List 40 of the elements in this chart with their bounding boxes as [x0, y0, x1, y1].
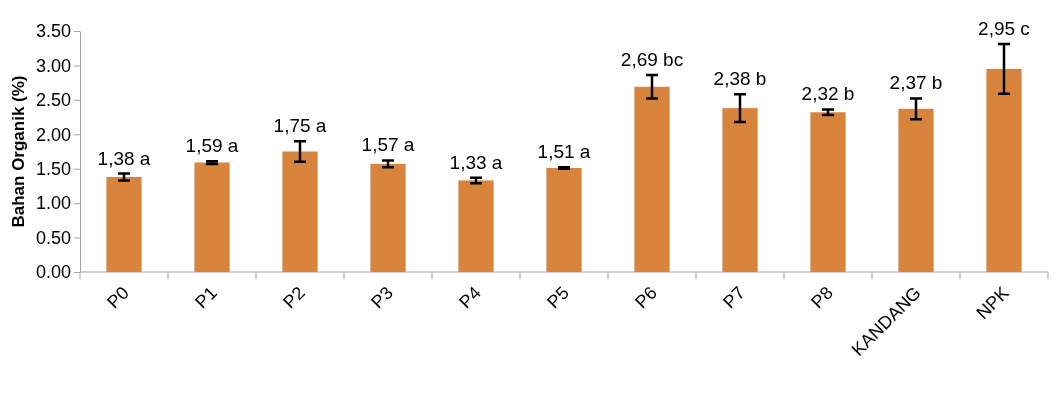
data-label: 2,95 c [978, 18, 1030, 40]
bar [722, 108, 758, 272]
data-label: 2,38 b [713, 68, 767, 90]
data-label: 2,69 bc [620, 49, 684, 71]
y-tick-label: 2.00 [35, 124, 71, 145]
x-tick-label: P8 [807, 282, 837, 313]
x-tick-label: P4 [455, 282, 485, 313]
x-tick-label: P2 [279, 282, 309, 313]
data-label: 1,75 a [273, 115, 327, 137]
bar [634, 86, 670, 272]
data-label: 1,33 a [449, 151, 503, 173]
y-tick-label: 2.50 [35, 90, 71, 111]
x-tick-label: P0 [103, 282, 133, 313]
y-axis-title: Bahan Organik (%) [9, 75, 28, 228]
y-tick-label: 0.00 [35, 262, 71, 283]
bar [370, 163, 406, 272]
y-tick-label: 3.00 [35, 55, 71, 76]
bar [546, 168, 582, 272]
bar [810, 112, 846, 272]
x-tick-label: P5 [543, 282, 573, 313]
data-label: 1,57 a [361, 134, 415, 156]
bar [282, 151, 318, 272]
x-tick-label: P7 [719, 282, 749, 313]
bar [106, 176, 142, 272]
data-label: 2,37 b [889, 72, 943, 94]
x-tick-label: P1 [191, 282, 221, 313]
y-tick-label: 1.50 [35, 158, 71, 179]
bar [986, 68, 1022, 272]
bar [458, 180, 494, 272]
bar [898, 108, 934, 272]
y-tick-label: 0.50 [35, 227, 71, 248]
data-label: 1,51 a [537, 141, 591, 163]
x-tick-label: P6 [631, 282, 661, 313]
data-label: 1,59 a [185, 135, 239, 157]
y-tick-label: 1.00 [35, 193, 71, 214]
data-label: 1,38 a [97, 147, 151, 169]
y-tick-label: 3.50 [35, 21, 71, 42]
data-label: 2,32 b [801, 83, 855, 105]
bar [194, 162, 230, 272]
x-tick-label: P3 [367, 282, 397, 313]
